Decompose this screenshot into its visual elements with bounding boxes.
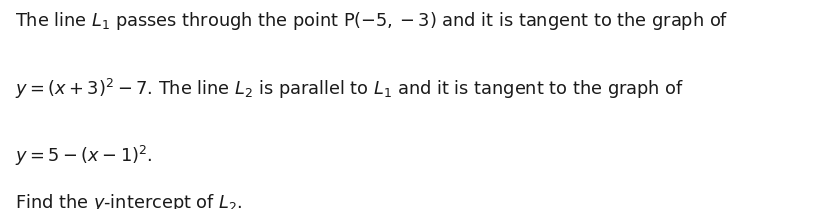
Text: The line $L_1$ passes through the point P$(-5, -3)$ and it is tangent to the gra: The line $L_1$ passes through the point … (15, 10, 728, 32)
Text: Find the $y$-intercept of $L_2$.: Find the $y$-intercept of $L_2$. (15, 192, 243, 209)
Text: $y = (x + 3)^2 - 7$. The line $L_2$ is parallel to $L_1$ and it is tangent to th: $y = (x + 3)^2 - 7$. The line $L_2$ is p… (15, 77, 684, 101)
Text: $y = 5 - (x - 1)^2$.: $y = 5 - (x - 1)^2$. (15, 144, 153, 168)
